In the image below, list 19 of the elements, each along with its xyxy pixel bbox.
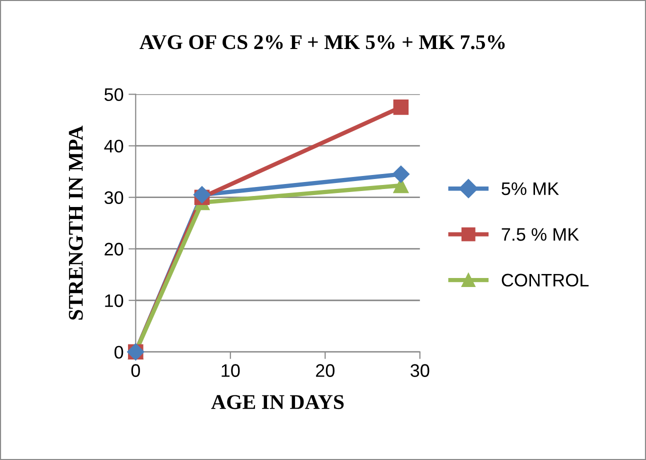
x-tick-label: 20 <box>316 364 334 377</box>
y-tick-label: 30 <box>104 191 124 204</box>
y-tick-label: 40 <box>104 140 124 153</box>
legend-label: 5% MK <box>502 182 559 196</box>
y-tick-label: 10 <box>105 294 124 308</box>
point <box>393 100 409 115</box>
x-tick-label: 0 <box>131 364 140 377</box>
chart-title: AVG OF CS 2% F + MK 5% + MK 7.5% <box>140 35 505 50</box>
y-axis-title: STRENGTH IN MPA <box>68 126 83 320</box>
x-axis-title: AGE IN DAYS <box>211 395 344 410</box>
y-tick-label: 0 <box>114 346 124 359</box>
legend-label: 7.5 % MK <box>502 228 579 241</box>
x-tick-label: 30 <box>410 364 430 377</box>
x-tick-label: 10 <box>222 364 240 377</box>
point <box>392 166 410 183</box>
point <box>193 186 211 204</box>
legend-label: CONTROL <box>502 274 589 287</box>
y-tick-label: 20 <box>104 242 124 256</box>
y-tick-label: 50 <box>104 88 124 102</box>
